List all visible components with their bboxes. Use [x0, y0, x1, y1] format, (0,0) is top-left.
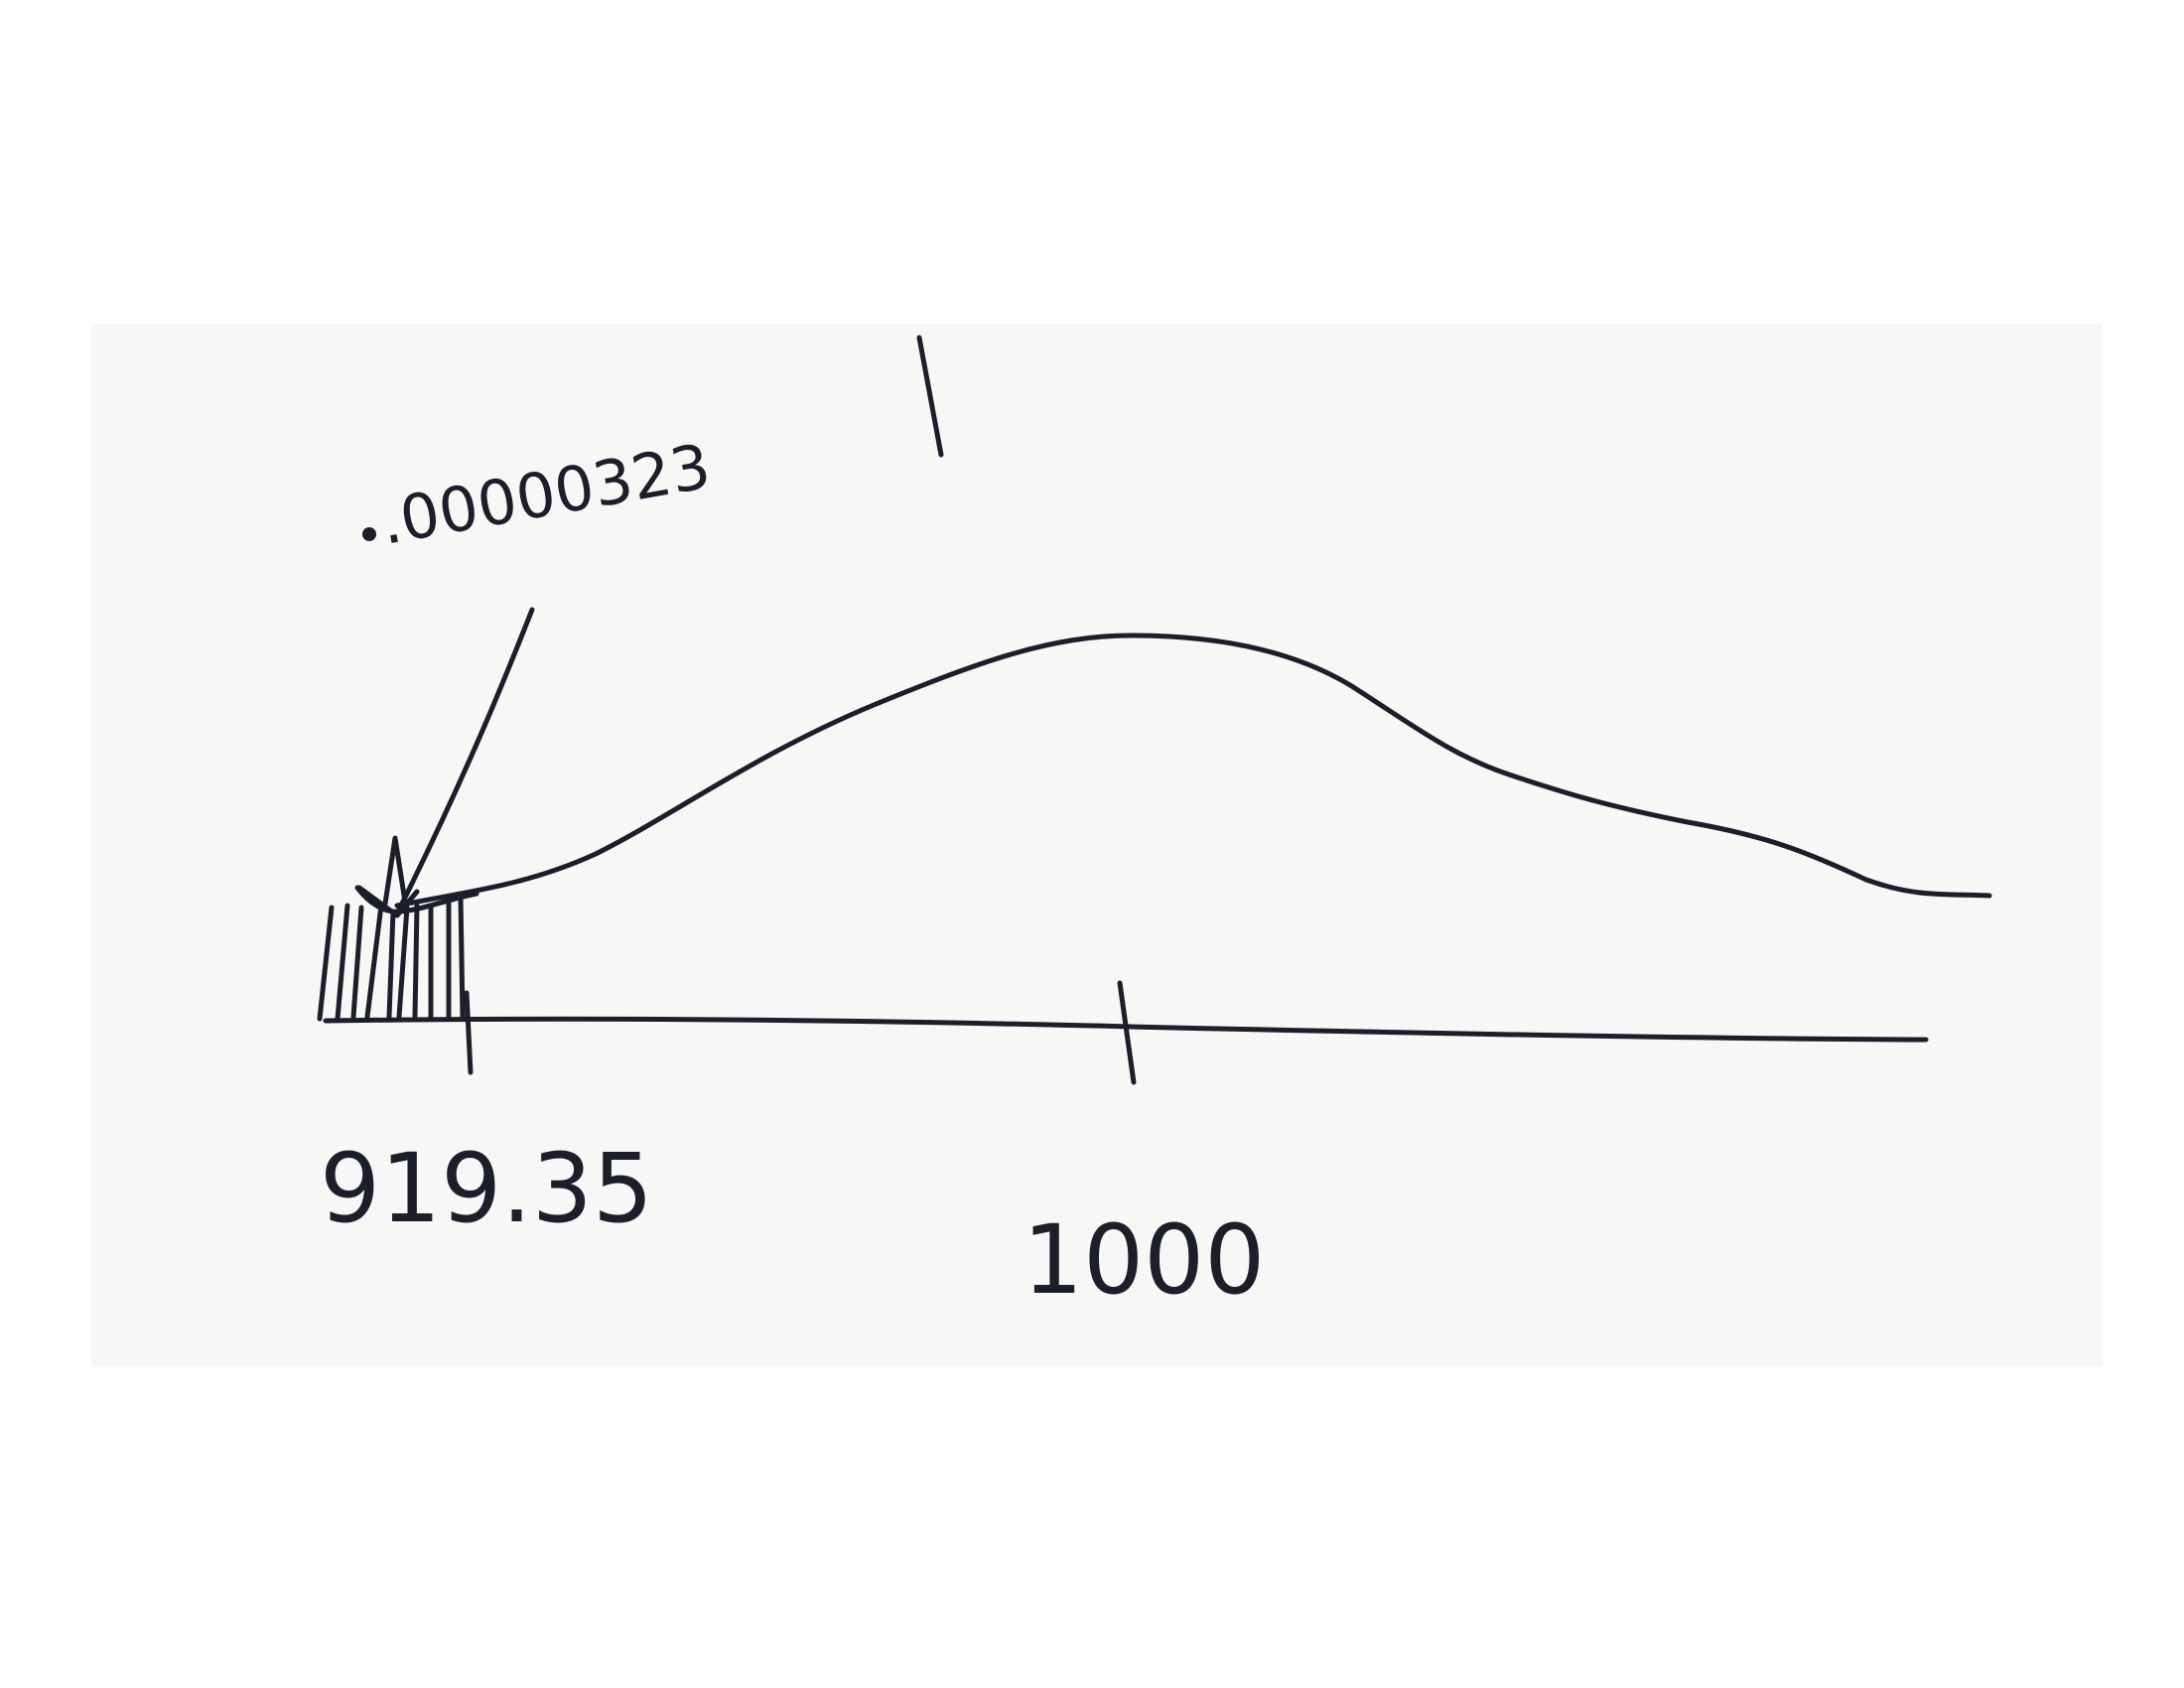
- annotation-extra-mark: [916, 335, 944, 458]
- paper-background: [91, 324, 2103, 1366]
- tick-mark-center: [1117, 980, 1137, 1085]
- tick-mark-left: [464, 990, 474, 1075]
- distribution-curve: [394, 633, 1992, 909]
- annotation-arrow-head: [356, 885, 420, 918]
- left-tail-shading: [317, 835, 466, 1022]
- tick-label-center: 1000: [1023, 1204, 1265, 1316]
- annotation-decimal-dot: [362, 527, 376, 541]
- tick-label-left: 919.35: [320, 1133, 653, 1244]
- x-axis-line: [323, 1016, 1929, 1043]
- annotation-arrow-shaft: [394, 607, 535, 916]
- annotation-probability: .00000323: [375, 430, 716, 559]
